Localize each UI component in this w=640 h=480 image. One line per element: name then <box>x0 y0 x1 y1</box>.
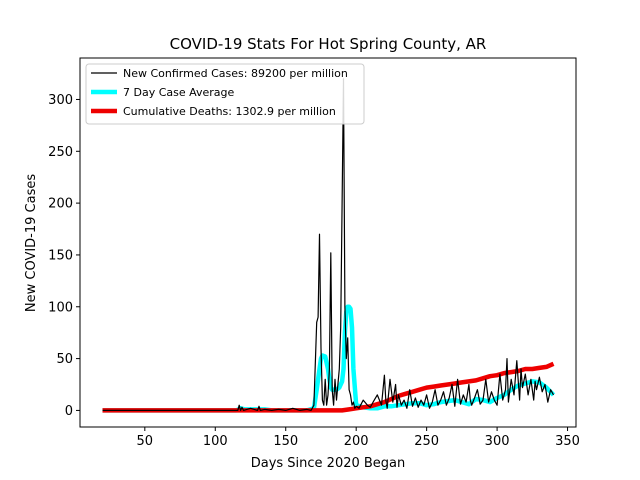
x-tick-label: 200 <box>344 434 369 449</box>
x-axis-label: Days Since 2020 Began <box>251 456 406 471</box>
y-tick-label: 0 <box>65 404 73 419</box>
x-tick-label: 100 <box>203 434 228 449</box>
x-tick-label: 300 <box>485 434 510 449</box>
x-tick-label: 250 <box>414 434 439 449</box>
y-tick-label: 100 <box>48 300 73 315</box>
chart-title: COVID-19 Stats For Hot Spring County, AR <box>170 35 487 53</box>
y-tick-label: 300 <box>48 93 73 108</box>
plot-frame <box>79 57 577 428</box>
x-tick-label: 150 <box>273 434 298 449</box>
y-tick-label: 50 <box>56 352 73 367</box>
y-tick-label: 250 <box>48 145 73 160</box>
x-axis: 50 100 150 200 250 300 350 <box>137 427 580 449</box>
y-axis: 0 50 100 150 200 250 300 <box>48 93 80 419</box>
y-tick-label: 150 <box>48 248 73 263</box>
series-line-0 <box>102 78 555 411</box>
legend-entry: New Confirmed Cases: 89200 per million <box>123 67 348 80</box>
legend-box <box>85 63 365 125</box>
y-axis-label: New COVID-19 Cases <box>24 174 39 312</box>
y-tick-label: 200 <box>48 197 73 212</box>
x-tick-label: 350 <box>555 434 580 449</box>
x-tick-label: 50 <box>137 434 154 449</box>
legend: New Confirmed Cases: 89200 per million 7 … <box>85 63 365 125</box>
legend-entry: Cumulative Deaths: 1302.9 per million <box>123 105 336 118</box>
series-line-2 <box>102 361 555 413</box>
legend-entry: 7 Day Case Average <box>123 86 235 99</box>
series-layer <box>102 78 556 413</box>
